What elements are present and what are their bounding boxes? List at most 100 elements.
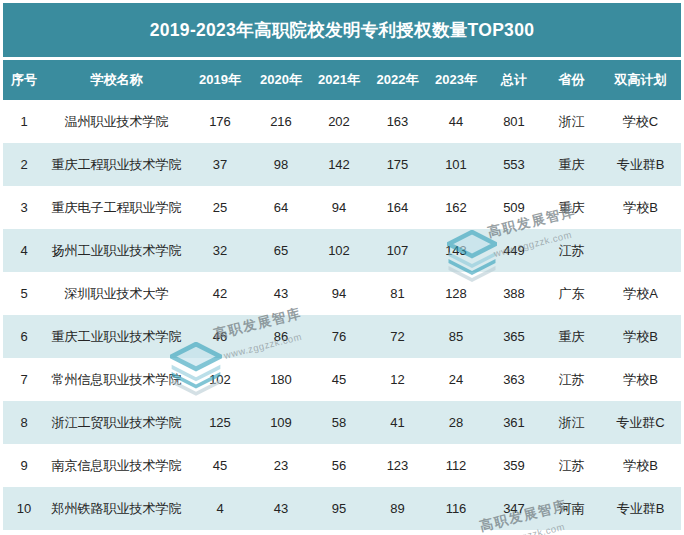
cell-y2023: 24 (427, 358, 485, 401)
cell-y2021: 142 (310, 143, 368, 186)
cell-y2019: 42 (188, 272, 252, 315)
cell-school: 深圳职业技术大学 (45, 272, 188, 315)
cell-y2021: 94 (310, 272, 368, 315)
cell-y2020: 64 (252, 186, 310, 229)
cell-y2021: 76 (310, 315, 368, 358)
column-header-rank: 序号 (3, 60, 45, 100)
cell-total: 801 (485, 100, 543, 143)
cell-school: 重庆电子工程职业学院 (45, 186, 188, 229)
cell-plan (600, 229, 681, 272)
cell-rank: 4 (3, 229, 45, 272)
cell-total: 553 (485, 143, 543, 186)
cell-rank: 7 (3, 358, 45, 401)
table-body: 1温州职业技术学院17621620216344801浙江学校C2重庆工程职业技术… (3, 100, 681, 530)
cell-y2023: 112 (427, 444, 485, 487)
cell-plan: 学校B (600, 315, 681, 358)
table-row: 10郑州铁路职业技术学院4439589116347河南专业群B (3, 487, 681, 530)
cell-school: 南京信息职业技术学院 (45, 444, 188, 487)
cell-total: 388 (485, 272, 543, 315)
table-row: 4扬州工业职业技术学院3265102107143449江苏 (3, 229, 681, 272)
table-row: 8浙江工贸职业技术学院125109584128361浙江专业群C (3, 401, 681, 444)
cell-y2022: 175 (368, 143, 427, 186)
cell-y2021: 95 (310, 487, 368, 530)
cell-school: 常州信息职业技术学院 (45, 358, 188, 401)
page-title: 2019-2023年高职院校发明专利授权数量TOP300 (150, 18, 534, 42)
cell-province: 江苏 (543, 358, 600, 401)
cell-y2020: 86 (252, 315, 310, 358)
cell-school: 重庆工程职业技术学院 (45, 143, 188, 186)
cell-y2021: 56 (310, 444, 368, 487)
cell-rank: 5 (3, 272, 45, 315)
cell-total: 363 (485, 358, 543, 401)
cell-y2022: 12 (368, 358, 427, 401)
cell-plan: 学校A (600, 272, 681, 315)
cell-rank: 6 (3, 315, 45, 358)
cell-y2023: 44 (427, 100, 485, 143)
column-header-y2020: 2020年 (252, 60, 310, 100)
column-header-y2022: 2022年 (368, 60, 427, 100)
cell-y2023: 101 (427, 143, 485, 186)
table-row: 5深圳职业技术大学42439481128388广东学校A (3, 272, 681, 315)
cell-school: 扬州工业职业技术学院 (45, 229, 188, 272)
cell-plan: 学校B (600, 186, 681, 229)
cell-rank: 3 (3, 186, 45, 229)
cell-y2023: 162 (427, 186, 485, 229)
cell-y2022: 41 (368, 401, 427, 444)
column-header-school: 学校名称 (45, 60, 188, 100)
column-header-y2019: 2019年 (188, 60, 252, 100)
table-row: 7常州信息职业技术学院102180451224363江苏学校B (3, 358, 681, 401)
cell-y2021: 102 (310, 229, 368, 272)
cell-total: 361 (485, 401, 543, 444)
cell-y2022: 164 (368, 186, 427, 229)
table-row: 3重庆电子工程职业学院256494164162509重庆学校B (3, 186, 681, 229)
cell-plan: 学校C (600, 100, 681, 143)
cell-rank: 8 (3, 401, 45, 444)
table-row: 1温州职业技术学院17621620216344801浙江学校C (3, 100, 681, 143)
cell-province: 江苏 (543, 229, 600, 272)
table-row: 9南京信息职业技术学院452356123112359江苏学校B (3, 444, 681, 487)
cell-province: 重庆 (543, 186, 600, 229)
table-header-row: 序号学校名称2019年2020年2021年2022年2023年总计省份双高计划 (3, 60, 681, 100)
cell-total: 509 (485, 186, 543, 229)
cell-y2022: 89 (368, 487, 427, 530)
cell-province: 重庆 (543, 143, 600, 186)
cell-province: 广东 (543, 272, 600, 315)
cell-province: 重庆 (543, 315, 600, 358)
cell-province: 河南 (543, 487, 600, 530)
cell-y2020: 216 (252, 100, 310, 143)
table-row: 2重庆工程职业技术学院3798142175101553重庆专业群B (3, 143, 681, 186)
cell-school: 浙江工贸职业技术学院 (45, 401, 188, 444)
column-header-total: 总计 (485, 60, 543, 100)
cell-rank: 10 (3, 487, 45, 530)
cell-plan: 专业群B (600, 143, 681, 186)
cell-y2020: 65 (252, 229, 310, 272)
cell-y2019: 176 (188, 100, 252, 143)
cell-plan: 专业群B (600, 487, 681, 530)
cell-y2021: 58 (310, 401, 368, 444)
cell-plan: 学校B (600, 358, 681, 401)
title-bar: 2019-2023年高职院校发明专利授权数量TOP300 (3, 3, 681, 57)
cell-y2020: 98 (252, 143, 310, 186)
cell-y2019: 125 (188, 401, 252, 444)
table-row: 6重庆工业职业技术学院4686767285365重庆学校B (3, 315, 681, 358)
cell-y2022: 163 (368, 100, 427, 143)
cell-province: 江苏 (543, 444, 600, 487)
cell-y2023: 143 (427, 229, 485, 272)
cell-rank: 2 (3, 143, 45, 186)
column-header-province: 省份 (543, 60, 600, 100)
cell-school: 郑州铁路职业技术学院 (45, 487, 188, 530)
cell-total: 365 (485, 315, 543, 358)
cell-y2021: 94 (310, 186, 368, 229)
column-header-plan: 双高计划 (600, 60, 681, 100)
column-header-y2021: 2021年 (310, 60, 368, 100)
cell-y2021: 45 (310, 358, 368, 401)
cell-y2022: 72 (368, 315, 427, 358)
cell-y2019: 37 (188, 143, 252, 186)
cell-rank: 9 (3, 444, 45, 487)
cell-y2019: 46 (188, 315, 252, 358)
cell-province: 浙江 (543, 100, 600, 143)
cell-y2022: 123 (368, 444, 427, 487)
cell-y2019: 102 (188, 358, 252, 401)
cell-y2023: 116 (427, 487, 485, 530)
cell-y2022: 107 (368, 229, 427, 272)
